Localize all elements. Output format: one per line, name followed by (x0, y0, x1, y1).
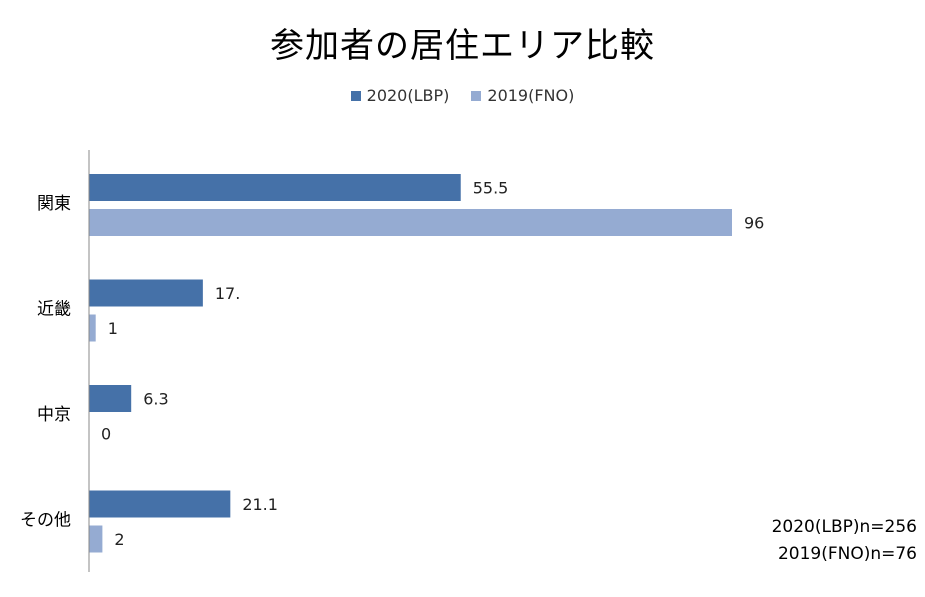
data-label: 2 (114, 530, 124, 549)
category-label: その他 (20, 510, 71, 530)
legend-swatch-2020 (350, 90, 361, 101)
sample-size-note: 2020(LBP)n=256 2019(FNO)n=76 (772, 514, 917, 568)
legend-swatch-2019 (471, 90, 482, 101)
legend-item-2019: 2019(FNO) (471, 86, 574, 105)
data-label: 1 (108, 319, 118, 338)
data-label: 17. (215, 284, 240, 303)
legend: 2020(LBP) 2019(FNO) (0, 86, 925, 105)
data-label: 0 (101, 425, 111, 444)
bar-2019 (89, 525, 103, 553)
bar-2020 (89, 385, 132, 412)
sample-size-2019: 2019(FNO)n=76 (777, 544, 917, 564)
category-label: 中京 (37, 405, 71, 425)
bar-2019 (89, 209, 732, 236)
sample-size-2020: 2020(LBP)n=256 (771, 517, 917, 537)
legend-item-2020: 2020(LBP) (350, 86, 450, 105)
bar-2020 (89, 490, 231, 518)
data-label: 6.3 (143, 390, 168, 409)
data-label: 21.1 (242, 495, 278, 514)
bar-2020 (89, 279, 203, 307)
bar-2020 (89, 174, 461, 201)
chart-title: 参加者の居住エリア比較 (270, 26, 655, 66)
category-label: 近畿 (37, 299, 71, 319)
category-label: 関東 (37, 194, 71, 214)
data-label: 96 (744, 214, 764, 233)
bar-2019 (89, 314, 96, 342)
legend-label-2019: 2019(FNO) (487, 86, 575, 105)
legend-label-2020: 2020(LBP) (366, 86, 450, 105)
data-label: 55.5 (473, 179, 509, 198)
